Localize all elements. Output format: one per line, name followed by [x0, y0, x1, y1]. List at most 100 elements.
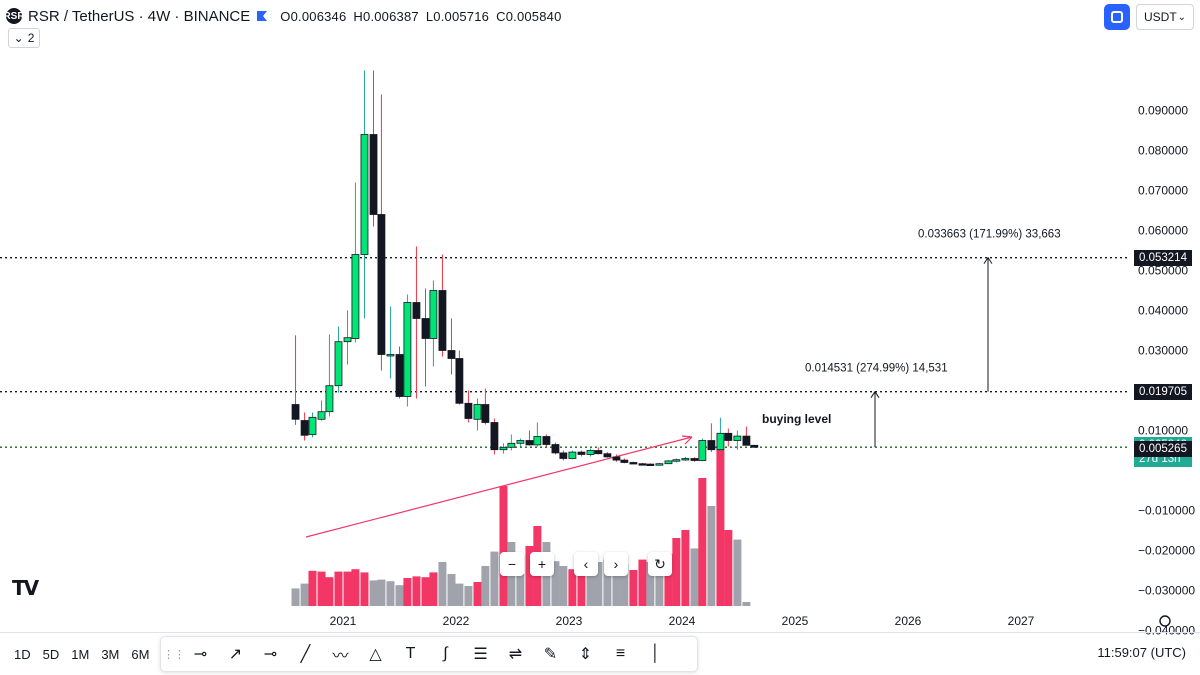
x-tick-label: 2026 [895, 614, 922, 628]
candle-body [334, 341, 343, 387]
candle-body [291, 404, 300, 420]
x-tick-label: 2023 [556, 614, 583, 628]
settings-gear-icon[interactable] [1159, 615, 1171, 627]
drawing-toolbar: ⋮⋮ ⊸ ↗ ⊸ ╱ 〰 △ T ∫ ☰ ⇌ ✎ ⇕ ≡ │ [160, 636, 698, 672]
measure-label-lower: 0.014531 (274.99%) 14,531 [805, 363, 948, 375]
fullscreen-button[interactable] [1104, 4, 1130, 30]
clock: 11:59:07 (UTC) [1097, 645, 1186, 660]
measure-icon[interactable]: ⇌ [508, 646, 523, 663]
volume-bar [742, 602, 751, 606]
volume-bar [525, 546, 534, 606]
candle-body [516, 440, 525, 444]
candle-body [455, 358, 464, 404]
period-1m[interactable]: 1M [71, 646, 90, 662]
candle-body [317, 411, 326, 420]
x-tick-label: 2027 [1008, 614, 1035, 628]
candle-body [300, 420, 309, 436]
volume-bar [438, 562, 447, 606]
candle-body [664, 460, 673, 465]
price-axis-tag: 0.053214 [1134, 249, 1192, 266]
zoom-in-button[interactable]: + [530, 552, 554, 576]
brush-icon[interactable]: ✎ [543, 646, 558, 663]
symbol-logo-icon: RSR [3, 8, 25, 24]
volume-bar [377, 579, 386, 606]
indicator-count: 2 [27, 31, 35, 45]
symbol-title[interactable]: RSR / TetherUS · 4W · BINANCE [28, 7, 251, 25]
y-tick-label: 0.090000 [1138, 104, 1188, 118]
volume-bar [620, 563, 629, 606]
vertical-line-icon[interactable]: │ [650, 645, 661, 662]
candle-body [533, 436, 542, 446]
volume-bar [707, 506, 716, 606]
candle-body [308, 416, 317, 435]
volume-bar [334, 571, 343, 606]
x-tick-label: 2025 [782, 614, 809, 628]
candle-body [586, 450, 595, 455]
candle-body [395, 354, 404, 397]
parallel-channel-icon[interactable]: ≡ [615, 645, 626, 662]
trend-arrow-line [305, 436, 693, 538]
period-5d[interactable]: 5D [42, 646, 60, 662]
drag-handle-icon[interactable]: ⋮⋮ [163, 648, 185, 661]
currency-select[interactable]: USDT ⌄ [1136, 4, 1194, 30]
candle-body [386, 354, 395, 357]
candle-body [499, 446, 508, 451]
y-tick-label: 0.060000 [1138, 224, 1188, 238]
candle-body [629, 462, 638, 465]
candle-body [655, 463, 664, 466]
volume-bar [646, 562, 655, 606]
scroll-left-button[interactable]: ‹ [574, 552, 598, 576]
fib-icon[interactable]: ☰ [473, 646, 488, 663]
candle-body [325, 385, 334, 413]
measure-label-upper: 0.033663 (171.99%) 33,663 [918, 229, 1061, 241]
candle-body [403, 302, 412, 397]
candle-body [724, 432, 733, 441]
top-right-controls: USDT ⌄ [1104, 4, 1194, 30]
volume-bar [516, 574, 525, 606]
volume-bar [447, 574, 456, 606]
price-range-icon[interactable]: ⇕ [578, 646, 593, 663]
candle-body [377, 214, 386, 355]
candle-body [551, 444, 560, 454]
x-tick-label: 2024 [669, 614, 696, 628]
volume-bar [386, 581, 395, 606]
text-icon[interactable]: T [405, 645, 416, 662]
candle-body [438, 290, 447, 351]
scroll-right-button[interactable]: › [604, 552, 628, 576]
cross-line-icon[interactable]: ⊸ [193, 646, 208, 663]
chevron-down-icon: ⌄ [13, 31, 24, 45]
reset-chart-button[interactable]: ↻ [648, 552, 672, 576]
volume-bar [343, 571, 352, 606]
period-1d[interactable]: 1D [14, 646, 31, 662]
y-tick-label: 0.050000 [1138, 264, 1188, 278]
horizontal-ray-icon[interactable]: ⊸ [263, 646, 278, 663]
volume-bar [594, 562, 603, 606]
measure-arrow-lower-head [870, 390, 880, 398]
tradingview-logo-icon[interactable]: TV [12, 576, 39, 600]
candle-body [481, 404, 490, 423]
zigzag-icon[interactable]: 〰 [332, 648, 349, 665]
curve-icon[interactable]: ∫ [443, 645, 448, 662]
flag-icon[interactable] [256, 10, 268, 22]
indicators-collapse-button[interactable]: ⌄ 2 [8, 28, 40, 48]
period-6m[interactable]: 6M [131, 646, 150, 662]
trend-line-icon[interactable]: ╱ [300, 646, 311, 663]
arrow-icon[interactable]: ↗ [228, 646, 243, 663]
volume-bar [612, 561, 621, 606]
candle-body [369, 134, 378, 215]
y-tick-label: 0.080000 [1138, 144, 1188, 158]
triangle-icon[interactable]: △ [369, 646, 382, 663]
volume-bar [568, 569, 577, 606]
zoom-out-button[interactable]: − [500, 552, 524, 576]
y-tick-label: 0.030000 [1138, 344, 1188, 358]
y-tick-label: 0.010000 [1138, 424, 1188, 438]
ohlc-readout: O0.006346 H0.006387 L0.005716 C0.005840 [280, 9, 568, 24]
volume-bar [690, 548, 699, 606]
square-icon [1111, 11, 1123, 23]
chart-header: RSR RSR / TetherUS · 4W · BINANCE O0.006… [3, 5, 569, 27]
volume-bar [412, 576, 421, 606]
candle-body [542, 436, 551, 445]
volume-bar [300, 583, 309, 606]
period-3m[interactable]: 3M [101, 646, 120, 662]
volume-bar [716, 450, 725, 606]
